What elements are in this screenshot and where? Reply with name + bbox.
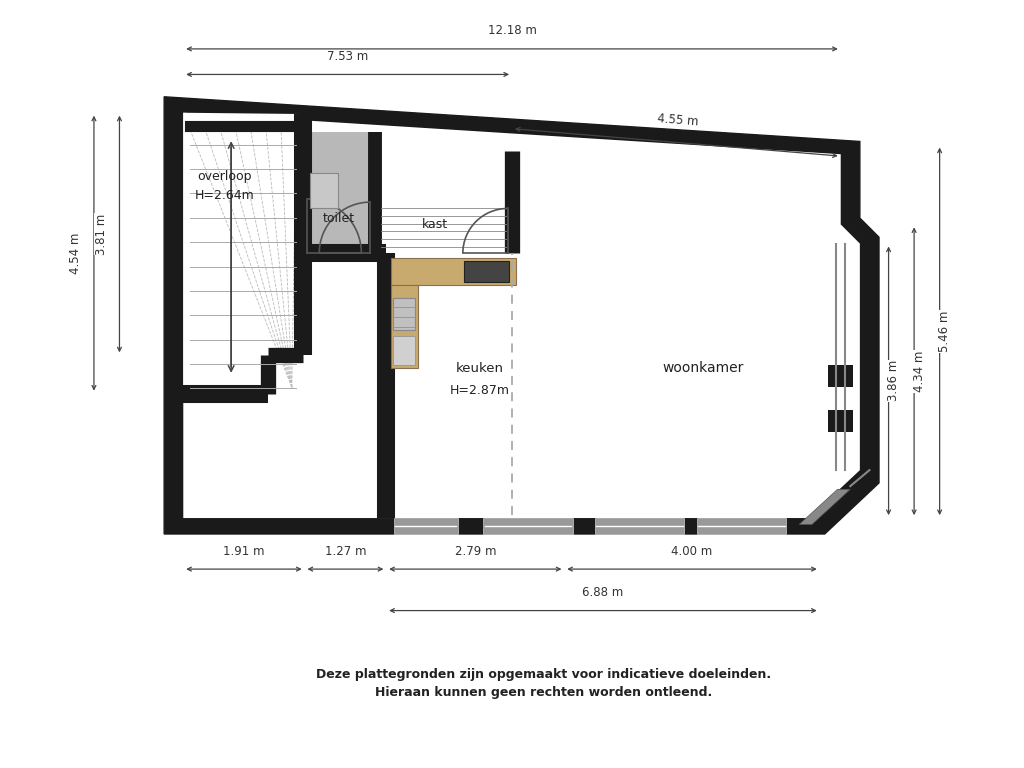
Polygon shape [183, 113, 303, 393]
Text: toilet: toilet [323, 211, 354, 224]
Polygon shape [394, 518, 458, 534]
Text: 6.88 m: 6.88 m [583, 586, 624, 599]
Polygon shape [828, 409, 853, 432]
Polygon shape [799, 489, 850, 525]
Text: 4.54 m: 4.54 m [70, 233, 83, 274]
Text: 4.34 m: 4.34 m [912, 350, 926, 392]
Text: 5.46 m: 5.46 m [938, 310, 951, 352]
Polygon shape [391, 285, 418, 368]
Polygon shape [483, 518, 572, 534]
Text: 2.79 m: 2.79 m [455, 545, 496, 558]
Text: 12.18 m: 12.18 m [487, 25, 537, 38]
Polygon shape [392, 298, 415, 329]
Polygon shape [464, 261, 509, 282]
Polygon shape [183, 113, 860, 518]
Text: Deze plattegronden zijn opgemaakt voor indicatieve doeleinden.
Hieraan kunnen ge: Deze plattegronden zijn opgemaakt voor i… [316, 668, 771, 700]
Text: 7.53 m: 7.53 m [327, 50, 369, 63]
Text: 1.91 m: 1.91 m [223, 545, 264, 558]
Polygon shape [307, 132, 371, 249]
Text: 4.00 m: 4.00 m [672, 545, 713, 558]
Text: keuken: keuken [456, 362, 504, 375]
Polygon shape [310, 174, 338, 208]
Text: overloop: overloop [198, 170, 252, 183]
Polygon shape [392, 336, 415, 365]
Polygon shape [183, 113, 860, 518]
Polygon shape [697, 518, 786, 534]
Text: H=2.87m: H=2.87m [451, 384, 510, 397]
Text: 3.81 m: 3.81 m [95, 214, 108, 255]
Polygon shape [391, 257, 516, 285]
Text: 1.27 m: 1.27 m [325, 545, 367, 558]
Text: 4.55 m: 4.55 m [657, 112, 699, 128]
Polygon shape [828, 365, 853, 387]
Polygon shape [164, 97, 879, 534]
Polygon shape [595, 518, 684, 534]
Polygon shape [371, 138, 508, 249]
Text: 3.86 m: 3.86 m [887, 360, 900, 402]
Text: woonkamer: woonkamer [663, 361, 744, 375]
Text: kast: kast [422, 218, 449, 231]
Text: H=2.64m: H=2.64m [195, 189, 255, 202]
